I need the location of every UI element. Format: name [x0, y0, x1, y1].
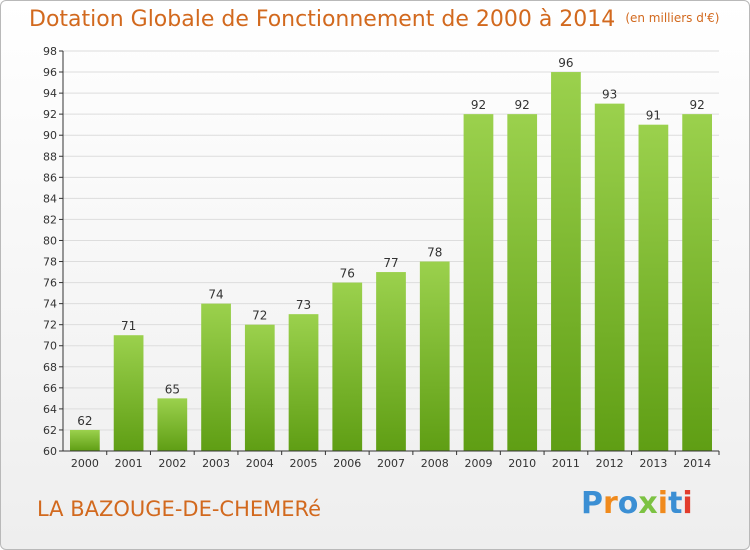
data-label-2000: 62: [77, 414, 92, 428]
y-tick-label: 94: [43, 87, 57, 100]
data-label-2013: 91: [646, 109, 661, 123]
logo-letter: t: [668, 486, 683, 521]
proxiti-logo[interactable]: Proxiti: [581, 486, 693, 521]
chart-unit: (en milliers d'€): [625, 11, 720, 25]
x-tick-label-2002: 2002: [158, 457, 186, 470]
logo-letter: o: [617, 486, 639, 521]
data-label-2002: 65: [165, 382, 180, 396]
commune-name: LA BAZOUGE-DE-CHEMERé: [37, 497, 322, 521]
bars: [69, 72, 713, 452]
y-tick-label: 60: [43, 445, 57, 458]
data-label-2010: 92: [515, 98, 530, 112]
data-label-2006: 76: [340, 267, 355, 281]
data-label-2001: 71: [121, 319, 136, 333]
data-label-2007: 77: [383, 256, 398, 270]
x-tick-label-2013: 2013: [639, 457, 667, 470]
x-tick-label-2011: 2011: [552, 457, 580, 470]
bar-2000: [69, 429, 100, 451]
y-tick-label: 74: [43, 298, 57, 311]
y-tick-label: 84: [43, 192, 57, 205]
bar-2007: [376, 272, 406, 451]
x-tick-label-2009: 2009: [464, 457, 492, 470]
bar-2011: [551, 72, 581, 451]
bar-2014: [682, 114, 713, 451]
bar-2010: [507, 114, 538, 451]
bar-2004: [244, 324, 275, 451]
bar-2009: [463, 114, 494, 451]
x-tick-label-2007: 2007: [377, 457, 405, 470]
x-tick-label-2012: 2012: [596, 457, 624, 470]
data-label-2014: 92: [689, 98, 704, 112]
x-tick-label-2006: 2006: [333, 457, 361, 470]
data-labels: 62 71 65 74 72 73 76 77 78 92 92 96 93 91 92: [77, 56, 705, 428]
y-tick-label: 72: [43, 319, 57, 332]
y-tick-label: 90: [43, 129, 57, 142]
logo-letter: P: [581, 486, 603, 521]
y-tick-label: 70: [43, 340, 57, 353]
y-tick-label: 76: [43, 277, 57, 290]
y-tick-label: 66: [43, 382, 57, 395]
bar-2005: [288, 314, 319, 451]
data-label-2003: 74: [208, 288, 223, 302]
logo-letter: x: [638, 486, 658, 521]
bar-2006: [332, 282, 363, 451]
y-tick-label: 62: [43, 424, 57, 437]
data-label-2012: 93: [602, 88, 617, 102]
bar-2003: [201, 303, 231, 451]
chart-title: Dotation Globale de Fonctionnement de 20…: [29, 7, 719, 32]
bar-2001: [113, 335, 144, 451]
data-label-2011: 96: [558, 56, 573, 70]
x-tick-label-2014: 2014: [683, 457, 711, 470]
bar-2008: [419, 261, 450, 451]
bar-2012: [594, 103, 625, 451]
y-tick-label: 68: [43, 361, 57, 374]
x-tick-label-2008: 2008: [421, 457, 449, 470]
x-tick-label-2003: 2003: [202, 457, 230, 470]
y-tick-label: 86: [43, 171, 57, 184]
data-label-2008: 78: [427, 246, 442, 260]
x-tick-label-2000: 2000: [71, 457, 99, 470]
bar-2013: [638, 124, 669, 452]
logo-letter: r: [603, 486, 618, 521]
y-tick-label: 80: [43, 234, 57, 247]
y-tick-label: 98: [43, 45, 57, 58]
x-tick-label-2010: 2010: [508, 457, 536, 470]
y-tick-label: 82: [43, 213, 57, 226]
x-tick-label-2005: 2005: [290, 457, 318, 470]
y-tick-label: 96: [43, 66, 57, 79]
logo-letter: i: [657, 486, 669, 521]
chart-title-text: Dotation Globale de Fonctionnement de 20…: [29, 7, 616, 32]
data-label-2009: 92: [471, 98, 486, 112]
y-tick-label: 88: [43, 150, 57, 163]
bar-2002: [157, 398, 188, 451]
x-tick-label-2004: 2004: [246, 457, 274, 470]
logo-letter: i: [682, 486, 693, 521]
data-label-2005: 73: [296, 298, 311, 312]
x-tick-label-2001: 2001: [115, 457, 143, 470]
y-tick-label: 78: [43, 256, 57, 269]
data-label-2004: 72: [252, 309, 267, 323]
axes: 60 62 64 66 68 70 72 74 76 78 80 82 84 86 88 90 92 94 96 98…: [43, 45, 720, 470]
y-tick-label: 64: [43, 403, 57, 416]
y-tick-label: 92: [43, 108, 57, 121]
